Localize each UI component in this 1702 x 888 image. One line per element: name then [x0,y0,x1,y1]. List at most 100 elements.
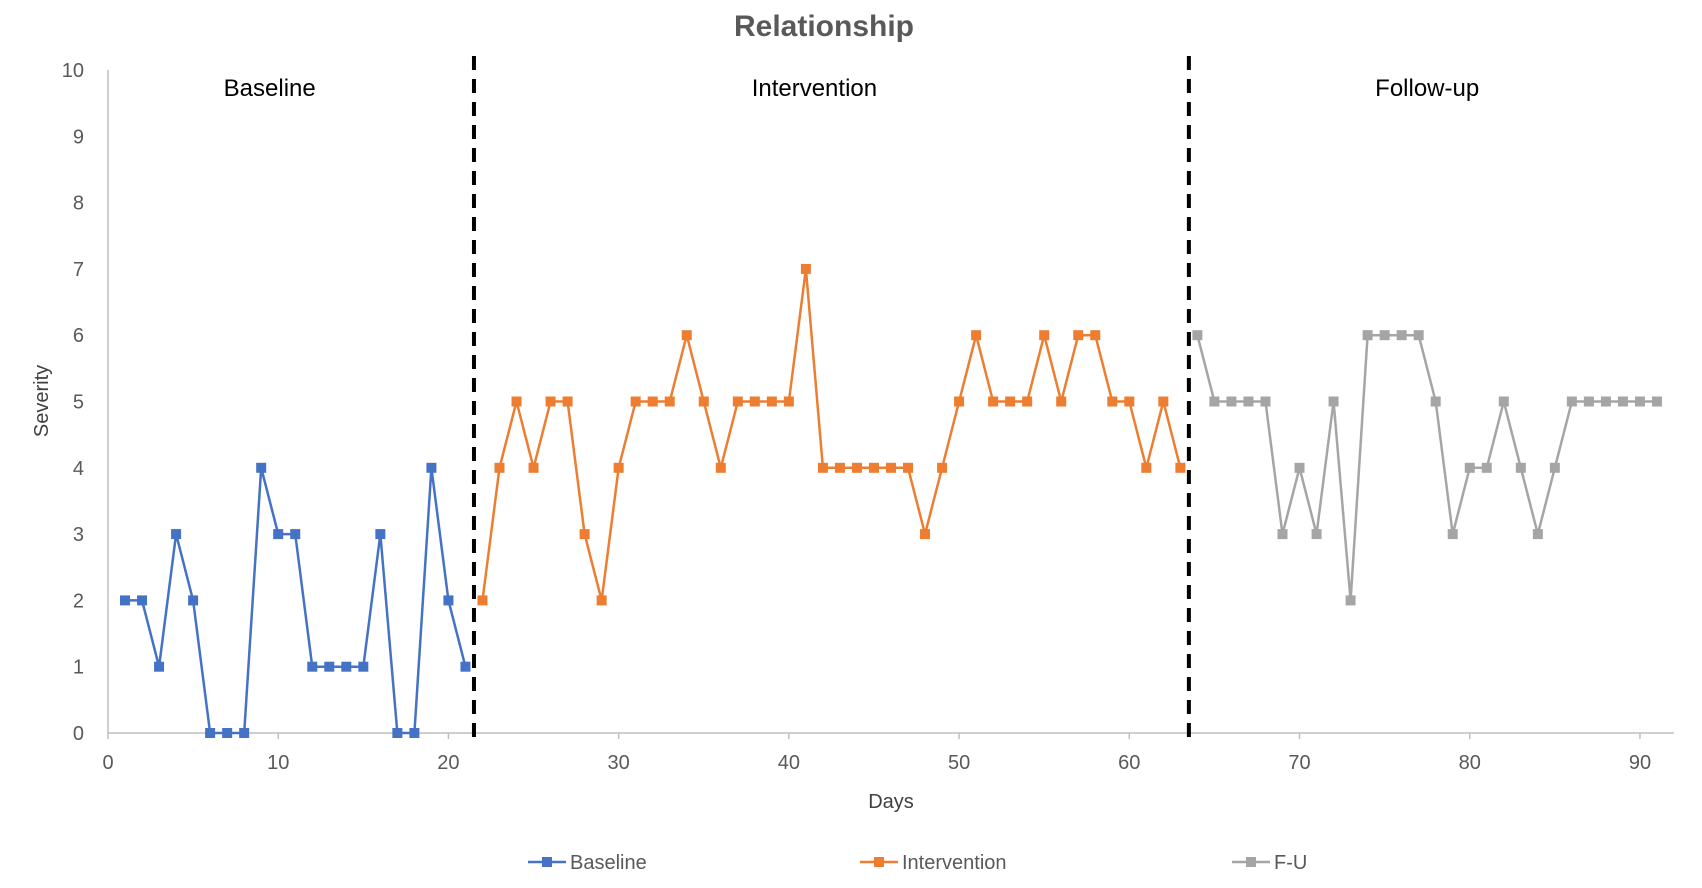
data-point [1600,396,1611,407]
data-point [988,396,999,407]
data-point [1430,396,1441,407]
y-axis-label: Severity [31,365,53,437]
data-point [1566,396,1577,407]
legend-label: Intervention [902,852,1007,874]
data-point [562,396,573,407]
data-point [205,728,216,738]
data-point [920,529,931,540]
data-point [1277,529,1288,540]
data-point [171,529,182,540]
series-f-u [1192,330,1662,606]
data-point [1039,330,1050,341]
data-point [222,728,233,738]
y-tick-label: 3 [73,524,84,546]
data-point [1226,396,1237,407]
data-point [511,396,522,407]
y-tick-label: 8 [73,193,84,215]
data-point [1413,330,1424,341]
data-point [954,396,965,407]
data-point [937,462,948,473]
data-point [1209,396,1220,407]
x-tick-label: 20 [437,752,459,774]
series-line [481,267,1182,602]
legend-marker [1246,857,1256,867]
x-tick-label: 90 [1629,752,1651,774]
data-point [1158,396,1169,407]
data-point [971,330,982,341]
data-point [1583,396,1594,407]
x-tick-label: 60 [1118,752,1140,774]
data-point [1498,396,1509,407]
phase-label: Intervention [752,75,877,102]
data-point [1617,396,1628,407]
data-point [1311,529,1322,540]
data-point [613,462,624,473]
data-point [1549,462,1560,473]
legend-item: Intervention [860,852,1007,874]
phase-labels: Baseline Intervention Follow-up [224,75,1480,102]
data-point [1464,462,1475,473]
data-point [1345,595,1356,606]
data-point [1328,396,1339,407]
x-tick-label: 10 [267,752,289,774]
data-point [1651,396,1662,407]
legend-marker [874,857,884,867]
data-point [851,462,862,473]
data-point [1447,529,1458,540]
data-point [579,529,590,540]
data-point [903,462,914,473]
data-point [1090,330,1101,341]
y-tick-label: 1 [73,657,84,679]
data-point [256,462,267,473]
y-tick-label: 0 [73,723,84,745]
data-point [1022,396,1033,407]
y-tick-label: 5 [73,392,84,414]
data-point [800,263,811,274]
data-point [749,396,760,407]
y-tick-label: 10 [62,60,84,82]
data-point [1260,396,1271,407]
data-point [732,396,743,407]
data-point [647,396,658,407]
data-point [273,529,284,540]
x-tick-label: 70 [1288,752,1310,774]
data-point [1294,462,1305,473]
x-tick-label: 0 [102,752,113,774]
data-point [1124,396,1135,407]
data-point [1056,396,1067,407]
x-tick-label: 40 [778,752,800,774]
data-point [783,396,794,407]
data-point [886,462,896,473]
data-point [528,462,539,473]
data-point [1379,330,1390,341]
data-point [817,462,828,473]
phase-label: Follow-up [1375,75,1479,102]
data-point [443,595,454,606]
data-point [766,396,777,407]
legend-marker [542,857,552,867]
data-point [1175,462,1186,473]
legend: Baseline Intervention F-U [528,852,1307,874]
data-point [358,661,369,672]
y-tick-label: 9 [73,126,84,148]
series-intervention [477,263,1186,606]
data-point [188,595,199,606]
data-point [630,396,641,407]
series-line [1196,333,1657,602]
data-point [1396,330,1407,341]
data-point [1532,529,1543,540]
data-point [596,595,607,606]
data-point [1362,330,1373,341]
data-point [868,462,879,473]
data-series [120,263,1662,738]
data-point [715,462,726,473]
data-point [1634,396,1645,407]
data-point [120,595,131,606]
data-point [239,728,250,738]
data-point [426,462,437,473]
data-point [1515,462,1526,473]
data-point [477,595,488,606]
series-line [125,466,467,735]
